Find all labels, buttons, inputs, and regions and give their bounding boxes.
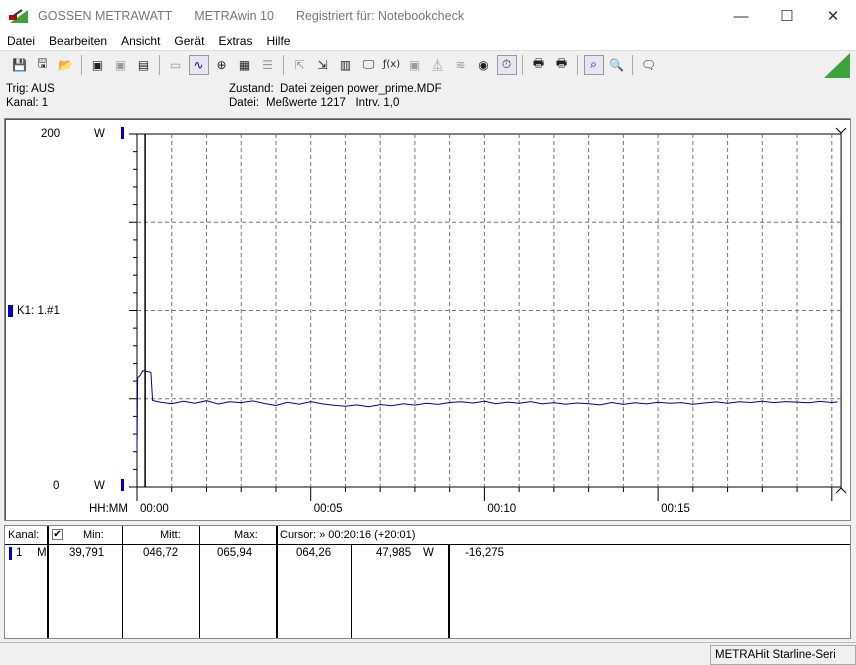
zustand-label: Zustand: (229, 83, 274, 95)
power-chart[interactable] (5, 119, 850, 520)
menu-bearbeiten[interactable]: Bearbeiten (49, 34, 108, 48)
trigger-icon[interactable]: ⏅ (431, 58, 444, 72)
crosshair-icon[interactable]: ⊕ (216, 57, 227, 72)
function-icon[interactable]: ƒ(x) (382, 59, 401, 70)
row-cursor-value: 064,26 (296, 547, 332, 559)
x-tick-label: 00:05 (313, 503, 343, 515)
table-icon[interactable]: ▦ (238, 57, 251, 72)
cursor-marker-bottom (835, 487, 847, 494)
y-top-marker (121, 127, 124, 139)
menu-extras[interactable]: Extras (218, 34, 253, 48)
row-max: 065,94 (217, 547, 253, 559)
header-min: Min: (83, 529, 104, 541)
x-tick-label: 00:10 (487, 503, 517, 515)
datei-label: Datei: (229, 97, 260, 109)
x-axis-label: HH:MM (89, 503, 128, 515)
timer-icon[interactable]: ⏱ (496, 54, 517, 75)
memory-icon[interactable]: ▤ (137, 57, 150, 72)
zoom-icon[interactable]: 🔍 (609, 57, 624, 72)
chart-panel[interactable]: 200 W 0 W K1: 1.#1 HH:MM 00:00 00:05 00:… (4, 118, 851, 521)
gossen-logo-icon (9, 9, 28, 23)
save-icon[interactable]: 💾 (12, 57, 27, 72)
channel-checkbox[interactable]: ✔ (52, 529, 63, 540)
row-value: 47,985 (376, 547, 412, 559)
header-mitt: Mitt: (160, 529, 181, 541)
open-icon[interactable]: 📂 (58, 57, 73, 72)
row-min: 39,791 (69, 547, 105, 559)
menu-ansicht[interactable]: Ansicht (121, 34, 161, 48)
channel-status: Kanal: 1 (6, 97, 49, 109)
y-top-label: 200 (41, 128, 61, 140)
zustand-value: Datei zeigen power_prime.MDF (280, 83, 442, 95)
import-icon[interactable]: ⇲ (317, 57, 328, 72)
y-bottom-marker (121, 479, 124, 491)
record-icon[interactable]: ◉ (478, 57, 489, 72)
row-channel: 1 (16, 547, 23, 559)
toolbar: 💾 🖫 📂 ▣ ▣ ▤ ▭ ∿ ⊕ ▦ ☰ ⇱ ⇲ ▥ 🖵 ƒ(x) ▣ ⏅ ≋… (0, 50, 856, 78)
series-line-k1 (136, 370, 838, 452)
print-icon[interactable]: 🖶 (532, 56, 545, 70)
header-cursor: Cursor: » 00:20:16 (+20:01) (280, 529, 416, 541)
cursor-marker-top (835, 127, 847, 134)
title-bar: GOSSEN METRAWATT METRAwin 10 Registriert… (0, 0, 856, 32)
measurement-table: Kanal: ✔ Min: Mitt: Max: Cursor: » 00:20… (4, 525, 851, 639)
row-mode: M (37, 547, 47, 559)
datei-value: Meßwerte 1217 Intrv. 1,0 (266, 97, 400, 109)
registered-text: Registriert für: Notebookcheck (295, 9, 465, 23)
green-triangle-icon (824, 53, 850, 78)
save-as-icon[interactable]: 🖫 (37, 56, 48, 70)
menu-hilfe[interactable]: Hilfe (266, 34, 291, 48)
menu-datei[interactable]: Datei (7, 34, 36, 48)
header-max: Max: (234, 529, 258, 541)
row-mitt: 046,72 (143, 547, 179, 559)
device-icon[interactable]: ▣ (408, 57, 421, 72)
y-top-unit: W (94, 128, 105, 140)
minimize-button[interactable]: — (733, 7, 749, 25)
brand-title: GOSSEN METRAWATT (38, 9, 173, 23)
wave-icon[interactable]: ≋ (455, 57, 466, 72)
channel-color-marker (9, 547, 12, 560)
row-unit: W (423, 547, 434, 559)
close-button[interactable]: ✕ (826, 8, 840, 25)
status-bar: METRAHit Starline-Seri (0, 642, 856, 665)
trigger-status: Trig: AUS (6, 83, 55, 95)
row-diff: -16,275 (465, 547, 505, 559)
device-read-2-icon[interactable]: ▣ (114, 57, 127, 72)
line-chart-icon[interactable]: ∿ (188, 54, 209, 75)
channel-marker (8, 305, 13, 317)
menu-geraet[interactable]: Gerät (174, 34, 205, 48)
display-icon[interactable]: ▭ (169, 57, 182, 72)
app-title: METRAwin 10 (194, 9, 274, 23)
device-status: METRAHit Starline-Seri (710, 645, 856, 665)
menu-bar: Datei Bearbeiten Ansicht Gerät Extras Hi… (0, 32, 856, 50)
info-panel: Trig: AUS Kanal: 1 Zustand: Datei zeigen… (0, 80, 856, 114)
header-kanal: Kanal: (8, 529, 40, 541)
zoom-wave-icon[interactable]: ⌕ (583, 54, 604, 75)
channel-label: K1: 1.#1 (17, 305, 60, 317)
y-bottom-label: 0 (53, 480, 60, 492)
comment-icon[interactable]: 🗨 (640, 57, 657, 72)
device-read-icon[interactable]: ▣ (91, 57, 104, 72)
data-icon[interactable]: ▥ (339, 57, 352, 72)
y-bottom-unit: W (94, 480, 105, 492)
list-icon[interactable]: ☰ (262, 57, 273, 72)
maximize-button[interactable]: ☐ (780, 8, 794, 25)
export-icon[interactable]: ⇱ (294, 57, 305, 72)
x-tick-label: 00:15 (661, 503, 690, 515)
print-preview-icon[interactable]: 🖶 (555, 56, 568, 70)
x-tick-label: 00:00 (140, 503, 169, 515)
monitor-icon[interactable]: 🖵 (362, 57, 375, 71)
